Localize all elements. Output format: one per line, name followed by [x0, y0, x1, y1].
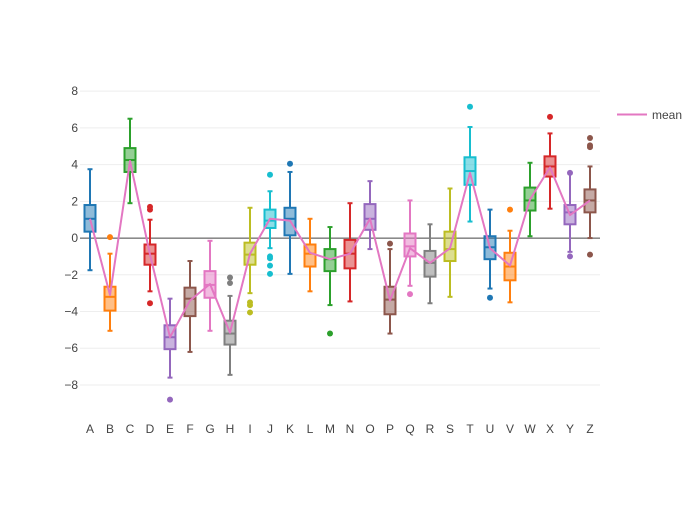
grid-layer [80, 90, 600, 386]
x-tick-label: T [466, 422, 474, 436]
box-body[interactable] [363, 203, 377, 231]
y-tick-label: −2 [64, 268, 78, 282]
outlier-point[interactable] [247, 299, 253, 306]
x-tick-label: O [365, 422, 374, 436]
outlier-point[interactable] [267, 270, 273, 277]
outlier-point[interactable] [567, 253, 573, 260]
box-E[interactable] [163, 297, 177, 403]
box-body[interactable] [403, 232, 417, 258]
x-tick-label: E [166, 422, 174, 436]
y-axis: −8 −6 −4 −2 0 2 4 6 8 [64, 84, 78, 392]
outlier-point[interactable] [287, 160, 293, 167]
x-tick-label: Y [566, 422, 574, 436]
box-S[interactable] [443, 187, 457, 298]
outlier-point[interactable] [587, 135, 593, 142]
box-Q[interactable] [403, 199, 417, 298]
box-K[interactable] [283, 160, 297, 275]
x-tick-label: X [546, 422, 554, 436]
outlier-point[interactable] [567, 169, 573, 176]
box-Z[interactable] [583, 135, 597, 258]
x-tick-label: D [146, 422, 155, 436]
box-O[interactable] [363, 180, 377, 251]
outlier-point[interactable] [407, 291, 413, 298]
x-tick-label: H [226, 422, 235, 436]
x-tick-label: Q [405, 422, 414, 436]
x-tick-label: G [205, 422, 214, 436]
box-T[interactable] [463, 103, 477, 223]
legend-label-mean: mean [652, 108, 682, 122]
x-tick-label: L [307, 422, 314, 436]
y-tick-label: −4 [64, 305, 78, 319]
x-tick-label: S [446, 422, 454, 436]
x-tick-label: F [186, 422, 193, 436]
y-tick-label: −6 [64, 341, 78, 355]
x-tick-label: M [325, 422, 335, 436]
box-body[interactable] [103, 285, 117, 312]
box-M[interactable] [323, 226, 337, 337]
outlier-point[interactable] [107, 234, 113, 241]
outlier-point[interactable] [327, 330, 333, 337]
mean-line-layer[interactable] [89, 160, 591, 339]
outlier-point[interactable] [247, 309, 253, 316]
outlier-point[interactable] [587, 251, 593, 258]
outlier-point[interactable] [147, 300, 153, 307]
mean-line[interactable] [89, 160, 591, 339]
outlier-point[interactable] [267, 171, 273, 178]
x-tick-label: B [106, 422, 114, 436]
x-tick-label: V [506, 422, 514, 436]
outlier-point[interactable] [507, 206, 513, 213]
x-tick-label: J [267, 422, 273, 436]
outlier-point[interactable] [587, 142, 593, 149]
x-tick-label: I [248, 422, 251, 436]
outlier-point[interactable] [387, 240, 393, 247]
box-I[interactable] [243, 206, 257, 316]
y-tick-label: 8 [71, 84, 78, 98]
legend[interactable]: mean [617, 108, 682, 122]
outlier-point[interactable] [267, 253, 273, 260]
outlier-point[interactable] [487, 294, 493, 301]
y-tick-label: 2 [71, 194, 78, 208]
outlier-point[interactable] [147, 203, 153, 210]
outlier-point[interactable] [547, 113, 553, 120]
outlier-point[interactable] [167, 396, 173, 403]
outlier-point[interactable] [227, 280, 233, 287]
box-A[interactable] [83, 168, 97, 272]
x-tick-label: N [346, 422, 355, 436]
y-tick-label: −8 [64, 378, 78, 392]
x-tick-label: Z [586, 422, 593, 436]
x-tick-label: K [286, 422, 294, 436]
y-tick-label: 6 [71, 121, 78, 135]
x-tick-label: W [524, 422, 536, 436]
outlier-point[interactable] [467, 103, 473, 110]
y-tick-label: 4 [71, 158, 78, 172]
box-U[interactable] [483, 208, 497, 301]
x-tick-label: U [486, 422, 495, 436]
x-tick-label: A [86, 422, 94, 436]
x-tick-label: P [386, 422, 394, 436]
x-tick-label: R [426, 422, 435, 436]
outlier-point[interactable] [227, 274, 233, 281]
box-B[interactable] [103, 234, 117, 332]
boxes-layer[interactable] [83, 103, 597, 403]
outlier-point[interactable] [267, 262, 273, 269]
y-tick-label: 0 [71, 231, 78, 245]
x-tick-label: C [126, 422, 135, 436]
